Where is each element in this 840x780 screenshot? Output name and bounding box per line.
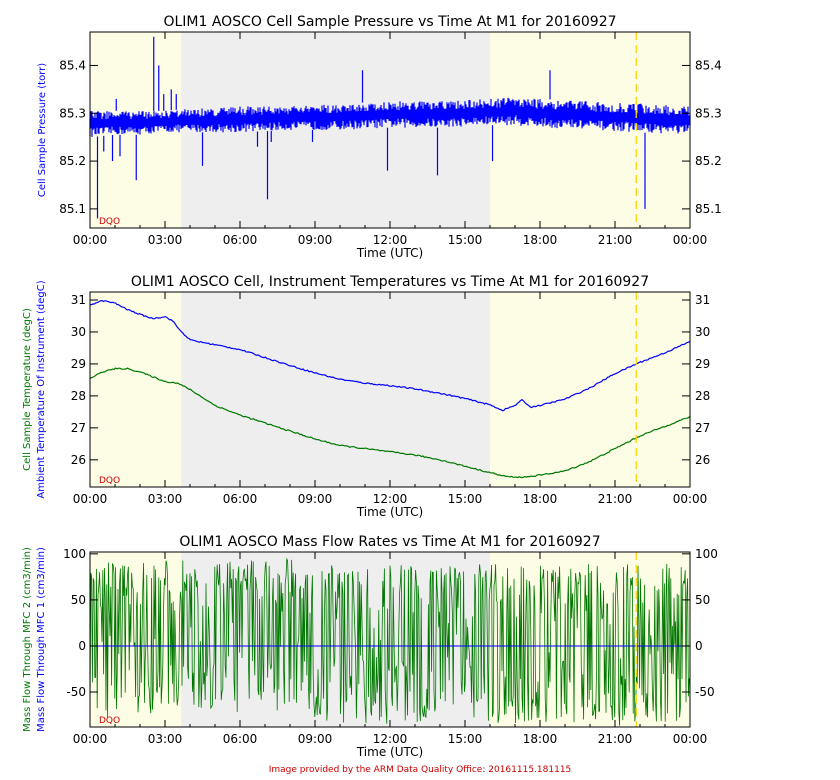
x-tick-label: 03:00 (148, 732, 183, 746)
y-tick-label-right: 30 (695, 325, 710, 339)
y-tick-label-left: 85.4 (59, 58, 86, 72)
x-tick-label: 15:00 (448, 492, 483, 506)
x-tick-label: 15:00 (448, 233, 483, 247)
y-tick-label-left: 85.2 (59, 154, 86, 168)
y-tick-label-left: 31 (71, 293, 86, 307)
mass-flow-mfc2-line (89, 557, 691, 726)
x-tick-label: 21:00 (598, 732, 633, 746)
series-2 (89, 367, 691, 479)
x-tick-label: 00:00 (673, 732, 708, 746)
series-1 (89, 299, 691, 412)
x-tick-label: 09:00 (298, 732, 333, 746)
dqo-annotation: DQO (99, 476, 120, 486)
y-tick-label-right: 85.2 (695, 154, 722, 168)
y-tick-label-right: 31 (695, 293, 710, 307)
y-tick-label-right: 26 (695, 453, 710, 467)
y-tick-label-left: 28 (71, 389, 86, 403)
footer-credit: Image provided by the ARM Data Quality O… (268, 765, 572, 775)
x-tick-label: 03:00 (148, 233, 183, 247)
x-tick-label: 06:00 (223, 492, 258, 506)
y-tick-label-right: 28 (695, 389, 710, 403)
y-axis-label: Cell Sample Pressure (torr) (37, 63, 48, 197)
chart-title: OLIM1 AOSCO Mass Flow Rates vs Time At M… (179, 534, 600, 550)
series-1 (89, 36, 691, 219)
night-shade-region (181, 32, 490, 228)
x-tick-label: 00:00 (673, 492, 708, 506)
x-tick-label: 06:00 (223, 732, 258, 746)
y-tick-label-right: 0 (695, 639, 703, 653)
x-tick-label: 12:00 (373, 732, 408, 746)
x-tick-label: 00:00 (73, 492, 108, 506)
x-tick-label: 00:00 (73, 732, 108, 746)
x-tick-label: 06:00 (223, 233, 258, 247)
x-tick-label: 18:00 (523, 732, 558, 746)
chart-panel-3: 00:00 03:00 06:00 09:00 12:00 15:00 18:00 21:00… (22, 534, 718, 759)
y-tick-label-right: 27 (695, 421, 710, 435)
x-axis-label: Time (UTC) (356, 246, 423, 260)
y-tick-label-right: 100 (695, 547, 718, 561)
y-tick-label-left: 26 (71, 453, 86, 467)
y-tick-label-right: 85.3 (695, 106, 722, 120)
y-tick-label-right: 85.1 (695, 202, 722, 216)
y-tick-label-left: 30 (71, 325, 86, 339)
dqo-annotation: DQO (99, 716, 120, 726)
y-tick-label-left: 85.1 (59, 202, 86, 216)
y-axis-label: Ambient Temperature Of Instrument (degC) (36, 280, 47, 498)
y-axis-label: Mass Flow Through MFC 1 (cm3/min) (36, 547, 47, 732)
y-tick-label-left: 29 (71, 357, 86, 371)
y-tick-label-right: -50 (695, 685, 715, 699)
y-axis-label: Cell Sample Temperature (degC) (22, 308, 33, 471)
x-tick-label: 09:00 (298, 492, 333, 506)
x-tick-label: 21:00 (598, 233, 633, 247)
night-shade-region (181, 292, 490, 487)
temperature-line (89, 299, 691, 412)
y-tick-label-left: 27 (71, 421, 86, 435)
chart-title: OLIM1 AOSCO Cell, Instrument Temperature… (131, 274, 649, 290)
y-tick-label-left: 50 (71, 593, 86, 607)
x-tick-label: 12:00 (373, 492, 408, 506)
x-tick-label: 00:00 (673, 233, 708, 247)
chart-title: OLIM1 AOSCO Cell Sample Pressure vs Time… (163, 14, 616, 30)
y-tick-label-left: 100 (63, 547, 86, 561)
x-tick-label: 21:00 (598, 492, 633, 506)
dqo-annotation: DQO (99, 217, 120, 227)
x-tick-label: 03:00 (148, 492, 183, 506)
y-tick-label-right: 29 (695, 357, 710, 371)
x-tick-label: 18:00 (523, 492, 558, 506)
x-axis-label: Time (UTC) (356, 745, 423, 759)
y-tick-label-right: 50 (695, 593, 710, 607)
x-tick-label: 09:00 (298, 233, 333, 247)
x-tick-label: 18:00 (523, 233, 558, 247)
chart-panel-1: 00:00 03:00 06:00 09:00 12:00 15:00 18:00 21:00… (37, 14, 722, 260)
x-tick-label: 12:00 (373, 233, 408, 247)
x-tick-label: 00:00 (73, 233, 108, 247)
y-tick-label-left: 85.3 (59, 106, 86, 120)
chart-panel-2: 00:00 03:00 06:00 09:00 12:00 15:00 18:00 21:00… (22, 274, 710, 519)
y-tick-label-right: 85.4 (695, 58, 722, 72)
y-axis-label: Mass Flow Through MFC 2 (cm3/min) (22, 547, 33, 732)
temperature-line (89, 367, 691, 479)
y-tick-label-left: 0 (78, 639, 86, 653)
x-tick-label: 15:00 (448, 732, 483, 746)
x-axis-label: Time (UTC) (356, 505, 423, 519)
y-tick-label-left: -50 (66, 685, 86, 699)
series-1 (89, 557, 691, 726)
